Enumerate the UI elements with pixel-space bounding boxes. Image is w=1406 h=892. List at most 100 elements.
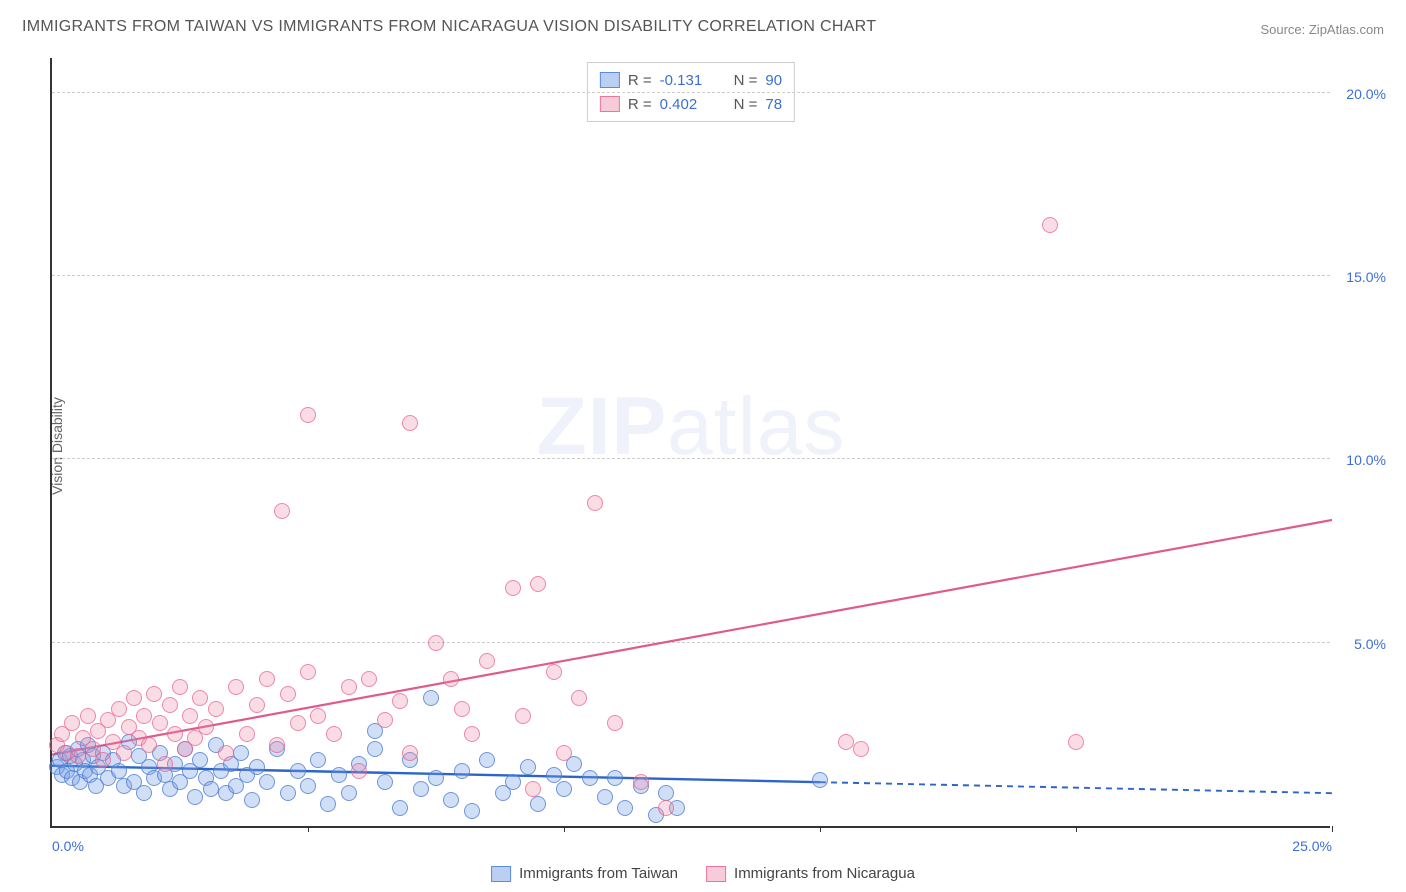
data-point — [208, 701, 224, 717]
r-value: 0.402 — [660, 96, 718, 113]
legend-label: Immigrants from Nicaragua — [734, 865, 915, 882]
data-point — [203, 781, 219, 797]
source-attribution: Source: ZipAtlas.com — [1260, 22, 1384, 37]
data-point — [331, 767, 347, 783]
data-point — [505, 774, 521, 790]
data-point — [464, 726, 480, 742]
y-tick-label: 5.0% — [1354, 636, 1386, 652]
data-point — [556, 781, 572, 797]
data-point — [172, 679, 188, 695]
data-point — [607, 770, 623, 786]
data-point — [111, 701, 127, 717]
x-tick — [308, 826, 309, 832]
data-point — [290, 763, 306, 779]
data-point — [479, 752, 495, 768]
data-point — [377, 712, 393, 728]
data-point — [402, 745, 418, 761]
data-point — [546, 767, 562, 783]
legend-swatch — [491, 866, 511, 882]
series-legend: Immigrants from Taiwan Immigrants from Ni… — [491, 865, 915, 882]
data-point — [111, 763, 127, 779]
grid-line — [52, 458, 1330, 459]
data-point — [259, 671, 275, 687]
data-point — [1042, 217, 1058, 233]
data-point — [428, 635, 444, 651]
chart-title: IMMIGRANTS FROM TAIWAN VS IMMIGRANTS FRO… — [22, 18, 876, 36]
data-point — [157, 756, 173, 772]
data-point — [320, 796, 336, 812]
x-tick-label: 25.0% — [1292, 838, 1332, 854]
legend-row: R =-0.131N =90 — [600, 68, 782, 92]
data-point — [454, 763, 470, 779]
data-point — [607, 715, 623, 731]
data-point — [228, 679, 244, 695]
data-point — [525, 781, 541, 797]
data-point — [136, 708, 152, 724]
data-point — [571, 690, 587, 706]
legend-swatch — [600, 96, 620, 112]
data-point — [249, 697, 265, 713]
data-point — [300, 778, 316, 794]
data-point — [413, 781, 429, 797]
data-point — [95, 752, 111, 768]
data-point — [515, 708, 531, 724]
data-point — [269, 737, 285, 753]
x-tick-label: 0.0% — [52, 838, 84, 854]
data-point — [428, 770, 444, 786]
data-point — [218, 745, 234, 761]
grid-line — [52, 275, 1330, 276]
data-point — [167, 726, 183, 742]
data-point — [126, 690, 142, 706]
data-point — [146, 686, 162, 702]
x-tick — [820, 826, 821, 832]
data-point — [367, 741, 383, 757]
data-point — [310, 708, 326, 724]
data-point — [377, 774, 393, 790]
data-point — [341, 679, 357, 695]
data-point — [116, 745, 132, 761]
data-point — [351, 763, 367, 779]
data-point — [361, 671, 377, 687]
data-point — [633, 774, 649, 790]
data-point — [617, 800, 633, 816]
data-point — [280, 785, 296, 801]
data-point — [392, 800, 408, 816]
plot-area: ZIPatlas R =-0.131N =90R =0.402N =78 5.0… — [50, 58, 1330, 828]
data-point — [454, 701, 470, 717]
data-point — [300, 664, 316, 680]
data-point — [838, 734, 854, 750]
watermark: ZIPatlas — [537, 380, 846, 474]
data-point — [392, 693, 408, 709]
n-value: 78 — [765, 96, 782, 113]
data-point — [290, 715, 306, 731]
n-value: 90 — [765, 72, 782, 89]
data-point — [141, 737, 157, 753]
y-tick-label: 10.0% — [1346, 452, 1386, 468]
legend-item: Immigrants from Taiwan — [491, 865, 678, 882]
legend-item: Immigrants from Nicaragua — [706, 865, 915, 882]
data-point — [187, 789, 203, 805]
n-label: N = — [734, 72, 758, 89]
data-point — [1068, 734, 1084, 750]
data-point — [136, 785, 152, 801]
data-point — [233, 745, 249, 761]
data-point — [80, 708, 96, 724]
data-point — [658, 800, 674, 816]
r-label: R = — [628, 96, 652, 113]
data-point — [530, 576, 546, 592]
data-point — [249, 759, 265, 775]
legend-row: R =0.402N =78 — [600, 92, 782, 116]
data-point — [443, 792, 459, 808]
legend-label: Immigrants from Taiwan — [519, 865, 678, 882]
data-point — [341, 785, 357, 801]
y-tick-label: 20.0% — [1346, 86, 1386, 102]
data-point — [582, 770, 598, 786]
data-point — [443, 671, 459, 687]
data-point — [259, 774, 275, 790]
data-point — [198, 719, 214, 735]
data-point — [423, 690, 439, 706]
data-point — [853, 741, 869, 757]
data-point — [479, 653, 495, 669]
data-point — [587, 495, 603, 511]
data-point — [244, 792, 260, 808]
